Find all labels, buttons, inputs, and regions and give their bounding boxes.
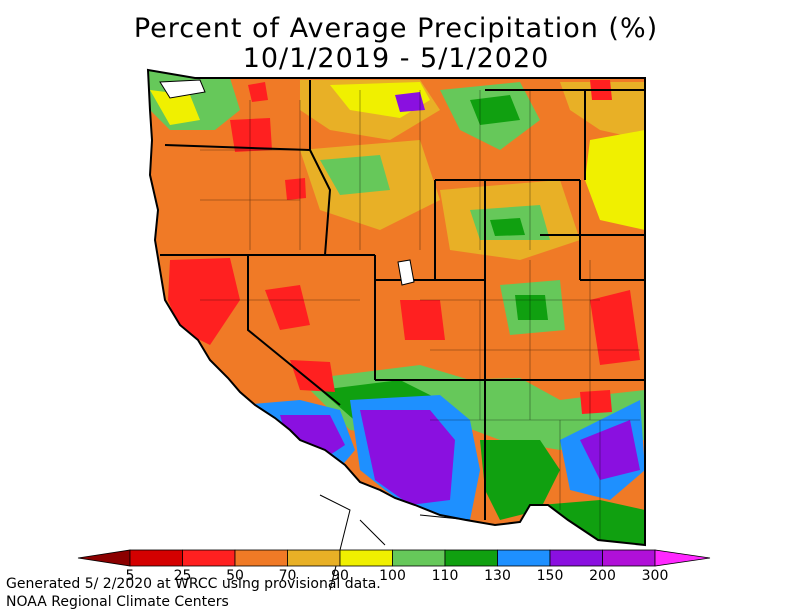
legend-swatch xyxy=(129,549,183,567)
legend-swatch xyxy=(234,549,288,567)
legend-label: 100 xyxy=(379,568,406,584)
source-credit: NOAA Regional Climate Centers xyxy=(6,594,229,610)
legend-arrow-low xyxy=(77,549,131,567)
legend-swatch xyxy=(339,549,393,567)
legend-swatch xyxy=(497,549,551,567)
legend-label: 90 xyxy=(331,568,349,584)
legend-label: 70 xyxy=(279,568,297,584)
legend-label: 300 xyxy=(642,568,669,584)
legend-label: 5 xyxy=(126,568,135,584)
legend-swatch xyxy=(444,549,498,567)
legend-swatch xyxy=(392,549,446,567)
legend-label: 25 xyxy=(174,568,192,584)
legend-label: 130 xyxy=(484,568,511,584)
legend-swatch xyxy=(182,549,236,567)
legend-arrow-high xyxy=(654,549,711,567)
legend-label: 150 xyxy=(537,568,564,584)
legend-label: 110 xyxy=(432,568,459,584)
map-date-range: 10/1/2019 - 5/1/2020 xyxy=(242,43,550,74)
generated-note: Generated 5/ 2/2020 at WRCC using provis… xyxy=(6,576,381,592)
legend-label: 50 xyxy=(226,568,244,584)
map-title: Percent of Average Precipitation (%) xyxy=(133,13,659,44)
legend-label: 200 xyxy=(589,568,616,584)
legend-swatch xyxy=(602,549,656,567)
legend-swatch xyxy=(287,549,341,567)
legend-swatch xyxy=(549,549,603,567)
